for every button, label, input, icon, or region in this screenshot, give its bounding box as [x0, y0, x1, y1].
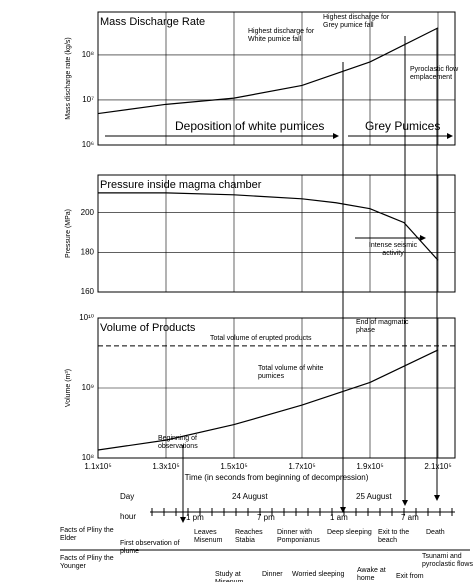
annotation: End of magmatic phase — [356, 319, 409, 334]
x-tick-label: 1.1x10⁵ — [84, 462, 111, 471]
annotation: Highest discharge for Grey pumice fall — [323, 14, 390, 29]
annotation: Total volume of erupted products — [210, 335, 312, 342]
data-line — [98, 192, 439, 261]
panel-title: Volume of Products — [100, 322, 196, 334]
y-axis-label: Mass discharge rate (kg/s) — [65, 37, 72, 119]
x-tick-label: 1.7x10⁵ — [288, 462, 315, 471]
y-tick-label: 10⁸ — [82, 453, 94, 462]
y-tick-label: 10¹⁰ — [79, 313, 94, 322]
day: 24 August — [232, 492, 268, 501]
panel-title: Pressure inside magma chamber — [100, 179, 262, 191]
data-line — [97, 349, 439, 451]
hour: 7 pm — [257, 513, 275, 522]
day: 25 August — [356, 492, 392, 501]
event: Dinner with Pomponianus — [277, 529, 320, 544]
annotation: Beginning of observations — [158, 435, 198, 450]
y-tick-label: 160 — [81, 287, 95, 296]
annotation: Deposition of white pumices — [175, 119, 325, 133]
annotation: Intense seismic activity — [368, 242, 418, 257]
y-tick-label: 200 — [81, 208, 95, 217]
row-label: Day — [120, 492, 135, 501]
event: Death — [426, 529, 445, 536]
hour: 1 am — [330, 513, 348, 522]
y-axis-label: Pressure (MPa) — [65, 209, 72, 258]
x-tick-label: 1.3x10⁵ — [152, 462, 179, 471]
annotation: Grey Pumices — [365, 119, 441, 133]
annotation: Pyroclastic flow emplacement — [410, 66, 459, 81]
x-axis-label: Time (in seconds from beginning of decom… — [185, 473, 369, 482]
annotation: Highest discharge for White pumice fall — [248, 28, 315, 43]
hour: 1 pm — [186, 513, 204, 522]
x-tick-label: 1.5x10⁵ — [220, 462, 247, 471]
row-label: Facts of Pliny the Younger — [60, 555, 114, 570]
y-axis-label: Volume (m³) — [65, 369, 72, 407]
event: First observation of plume — [120, 540, 180, 555]
event: Leaves Misenum — [194, 529, 223, 544]
y-tick-label: 10⁷ — [82, 95, 94, 104]
event: Dinner — [262, 571, 283, 578]
arrows — [60, 28, 470, 551]
data-line — [97, 27, 439, 115]
event: Exit from — [396, 573, 424, 580]
y-tick-label: 10⁶ — [82, 140, 94, 149]
hour: 7 am — [401, 513, 419, 522]
event: Worried sleeping — [292, 571, 345, 578]
y-tick-label: 10⁸ — [82, 50, 94, 59]
panel-title: Mass Discharge Rate — [100, 16, 205, 28]
annotation: Total volume of white pumices — [258, 365, 324, 380]
x-tick-label: 2.1x10⁵ — [424, 462, 451, 471]
x-tick-label: 1.9x10⁵ — [356, 462, 383, 471]
y-tick-label: 10⁹ — [82, 383, 94, 392]
event: Tsunami and pyroclastic flows — [422, 553, 473, 568]
row-label: Facts of Pliny the Elder — [60, 527, 114, 542]
event: Deep sleeping — [327, 529, 372, 536]
event: Reaches Stabia — [235, 529, 263, 544]
y-tick-label: 180 — [81, 247, 95, 256]
event: Study at Misenum — [215, 571, 243, 582]
event: Exit to the beach — [378, 529, 410, 544]
event: Awake at home — [357, 567, 386, 582]
row-label: hour — [120, 512, 137, 521]
